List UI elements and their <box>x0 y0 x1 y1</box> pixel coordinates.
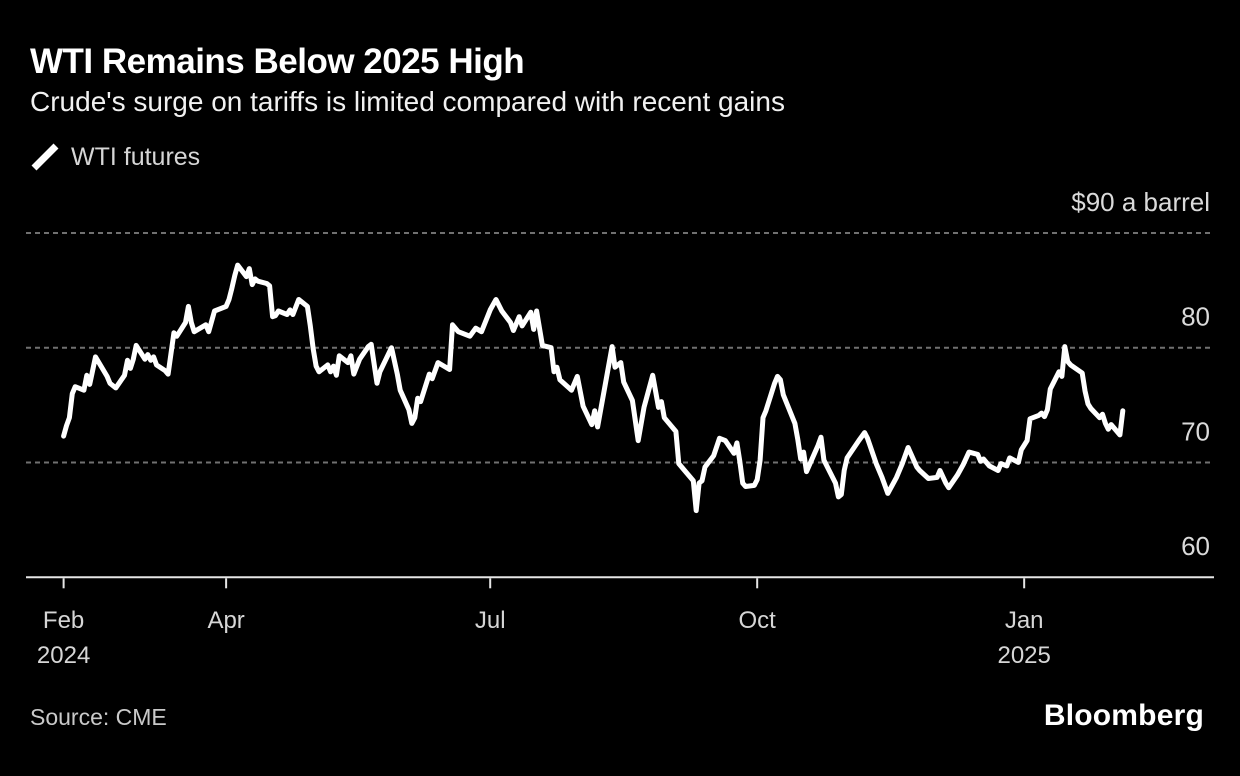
x-axis-label: Feb <box>43 607 84 634</box>
x-axis-label: Apr <box>207 607 244 634</box>
source-credit: Source: CME <box>30 704 167 730</box>
wti-futures-line <box>61 262 1126 514</box>
line-series-icon <box>30 142 60 172</box>
y-axis-label: 80 <box>1181 302 1210 332</box>
legend-series-label: WTI futures <box>71 142 201 171</box>
x-axis-year-label: 2024 <box>37 642 90 669</box>
x-axis-year-label: 2025 <box>997 642 1050 669</box>
chart-subtitle: Crude's surge on tariffs is limited comp… <box>30 86 785 117</box>
y-axis-label: 70 <box>1181 416 1210 446</box>
y-axis-unit-label: $90 a barrel <box>1071 187 1210 217</box>
bloomberg-logo: Bloomberg <box>1043 699 1204 732</box>
legend: WTI futures <box>30 142 200 172</box>
x-axis-label: Oct <box>739 607 777 634</box>
x-axis-label: Jul <box>475 607 506 634</box>
y-axis-label: 60 <box>1181 531 1210 561</box>
chart-title: WTI Remains Below 2025 High <box>30 42 525 81</box>
x-axis-label: Jan <box>1005 607 1044 634</box>
